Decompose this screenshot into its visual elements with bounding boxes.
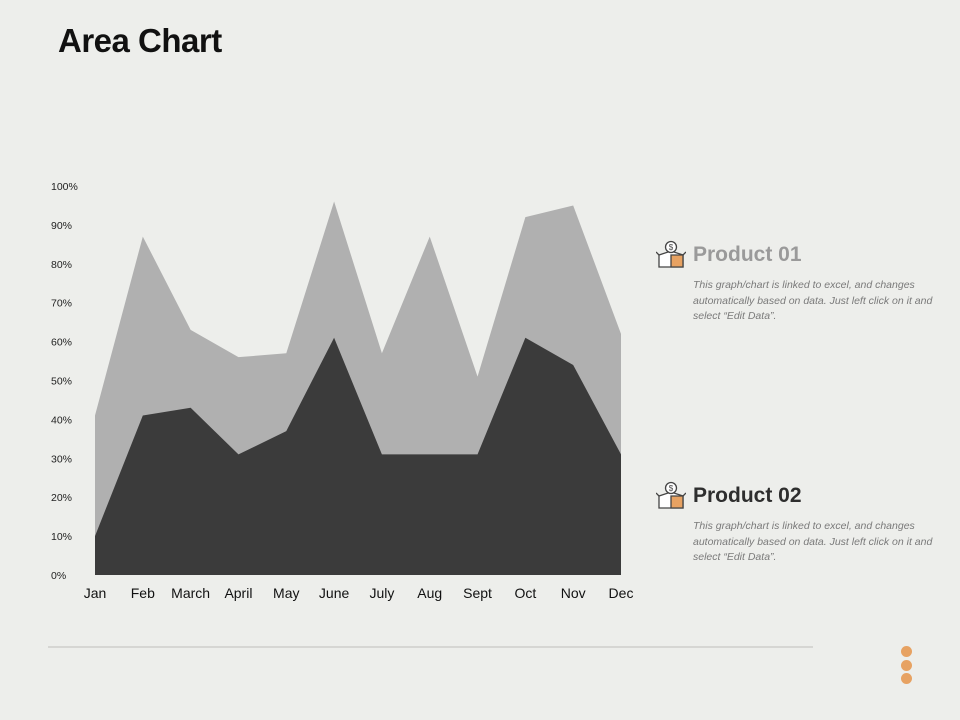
- dot: [901, 646, 912, 657]
- y-tick-label: 60%: [51, 337, 72, 349]
- x-tick-label: May: [273, 585, 299, 601]
- y-tick-label: 0%: [51, 570, 66, 582]
- chart-areas: [95, 201, 621, 575]
- x-tick-label: Jan: [84, 585, 107, 601]
- x-tick-label: June: [319, 585, 350, 601]
- page-title: Area Chart: [58, 22, 222, 59]
- more-options-icon[interactable]: [901, 646, 913, 687]
- footer-divider: [48, 646, 813, 648]
- legend-description: This graph/chart is linked to excel, and…: [693, 279, 933, 322]
- x-tick-label: Sept: [463, 585, 492, 601]
- money-box-icon: $: [656, 481, 686, 509]
- x-axis: Jan Feb March April May June July Aug Sept Oct Nov…: [84, 585, 634, 601]
- dot: [901, 659, 912, 671]
- legend-description: This graph/chart is linked to excel, and…: [693, 520, 933, 563]
- x-tick-label: April: [224, 585, 252, 601]
- x-tick-label: Aug: [417, 585, 442, 601]
- svg-text:$: $: [669, 243, 674, 252]
- x-tick-label: Dec: [609, 585, 634, 601]
- x-tick-label: Oct: [514, 585, 536, 601]
- legend-name: Product 01: [693, 243, 802, 266]
- area-series-2[interactable]: [95, 337, 621, 575]
- y-tick-label: 80%: [51, 259, 72, 271]
- x-tick-label: July: [369, 585, 394, 601]
- dot: [901, 673, 912, 684]
- x-tick-label: March: [171, 585, 210, 601]
- y-tick-label: 10%: [51, 531, 72, 543]
- y-tick-label: 90%: [51, 220, 72, 232]
- x-tick-label: Feb: [131, 585, 155, 601]
- svg-text:$: $: [669, 484, 674, 493]
- y-tick-label: 50%: [51, 376, 72, 388]
- y-tick-label: 40%: [51, 414, 72, 426]
- y-axis: 0% 10% 20% 30% 40% 50% 60% 70% 80% 90% 100%: [51, 181, 78, 582]
- money-box-icon: $: [656, 240, 686, 268]
- legend-name: Product 02: [693, 484, 802, 507]
- legend-product-01: $ Product 01 This graph/chart is linked …: [656, 240, 946, 325]
- y-tick-label: 30%: [51, 453, 72, 465]
- legend-product-02: $ Product 02 This graph/chart is linked …: [656, 481, 946, 566]
- x-tick-label: Nov: [561, 585, 586, 601]
- y-tick-label: 70%: [51, 298, 72, 310]
- y-tick-label: 20%: [51, 492, 72, 504]
- y-tick-label: 100%: [51, 181, 78, 193]
